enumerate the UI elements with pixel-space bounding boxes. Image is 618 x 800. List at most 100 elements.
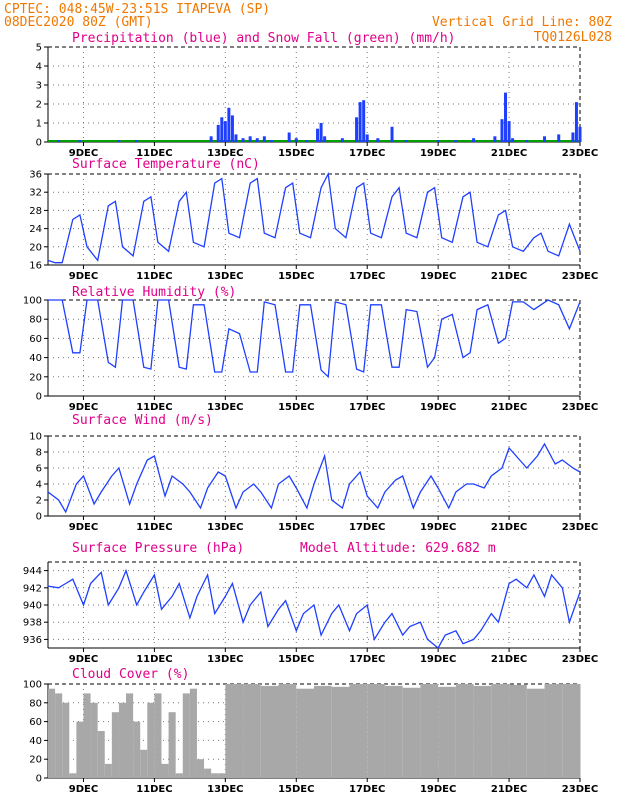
cloud-bar <box>168 712 176 778</box>
xtick-label: 23DEC <box>562 522 598 533</box>
cloud-bar <box>111 712 119 778</box>
xtick-label: 19DEC <box>420 148 456 159</box>
precip-bar <box>390 126 394 142</box>
xtick-label: 21DEC <box>491 148 527 159</box>
cloud-bar <box>55 693 63 778</box>
ytick-label: 60 <box>29 334 42 345</box>
cloud-bar <box>140 749 148 778</box>
xtick-label: 13DEC <box>207 271 243 282</box>
precip-bar <box>248 136 252 142</box>
xtick-label: 17DEC <box>349 522 385 533</box>
precip-bar <box>362 100 366 142</box>
panel-annotation: Model Altitude: 629.682 m <box>300 541 496 556</box>
cloud-bar <box>62 702 70 778</box>
xtick-label: 19DEC <box>420 784 456 795</box>
xtick-label: 21DEC <box>491 654 527 665</box>
xtick-label: 23DEC <box>562 784 598 795</box>
xtick-label: 13DEC <box>207 522 243 533</box>
precip-bar <box>241 138 245 142</box>
cloud-bar <box>147 702 155 778</box>
xtick-label: 11DEC <box>136 402 172 413</box>
precip-bar <box>493 136 497 142</box>
precip-bar <box>294 138 298 142</box>
ytick-label: 60 <box>29 717 42 728</box>
xtick-label: 19DEC <box>420 654 456 665</box>
xtick-label: 13DEC <box>207 402 243 413</box>
ytick-label: 24 <box>29 224 42 235</box>
cloud-bar <box>296 688 314 778</box>
cloud-bar <box>175 773 183 778</box>
xtick-label: 9DEC <box>69 654 98 665</box>
panel-title: Relative Humidity (%) <box>72 285 236 300</box>
ytick-label: 16 <box>29 261 42 272</box>
ytick-label: 2 <box>36 496 42 507</box>
precip-bar <box>571 132 575 142</box>
panel-2: 0 20 40 60 80 100 9DEC 11DEC 13DEC 15DEC 17DEC 19DE… <box>23 285 598 413</box>
ytick-label: 2 <box>36 100 42 111</box>
cloud-bar <box>491 684 510 778</box>
series-line <box>47 568 581 649</box>
cloud-bar <box>384 685 403 778</box>
cloud-bar <box>278 684 297 778</box>
series-line <box>48 299 581 379</box>
ytick-label: 4 <box>36 62 42 73</box>
xtick-label: 17DEC <box>349 784 385 795</box>
xtick-label: 13DEC <box>207 148 243 159</box>
precip-bar <box>511 138 515 142</box>
precip-bar <box>574 102 578 142</box>
panel-title: Surface Pressure (hPa) <box>72 541 244 556</box>
precip-bar <box>287 132 291 142</box>
xtick-label: 21DEC <box>491 784 527 795</box>
cloud-bar <box>243 684 261 778</box>
cloud-bar <box>76 721 84 778</box>
precip-bar <box>365 134 369 142</box>
ytick-label: 100 <box>23 296 42 307</box>
panel-5: 0 20 40 60 80 100 9DEC 11DEC 13DEC 15DEC 17DEC 19DE… <box>23 667 598 795</box>
ytick-label: 40 <box>29 736 42 747</box>
xtick-label: 21DEC <box>491 271 527 282</box>
cloud-bar <box>580 684 581 778</box>
cloud-bar <box>260 685 279 778</box>
panel-title: Cloud Cover (%) <box>72 667 189 682</box>
cloud-bar <box>118 702 127 778</box>
precip-bar <box>57 140 61 142</box>
xtick-label: 17DEC <box>349 148 385 159</box>
precip-bar <box>319 123 323 142</box>
ytick-label: 4 <box>36 480 42 491</box>
ytick-label: 40 <box>29 353 42 364</box>
xtick-label: 21DEC <box>491 402 527 413</box>
header-grid-line: Vertical Grid Line: 80Z <box>432 15 612 30</box>
cloud-bar <box>314 685 332 778</box>
ytick-label: 3 <box>36 81 42 92</box>
precip-bar <box>500 119 504 142</box>
cloud-bar <box>473 685 492 778</box>
xtick-label: 15DEC <box>278 271 314 282</box>
cloud-bar <box>133 721 141 778</box>
ytick-label: 36 <box>29 170 42 181</box>
cloud-bar <box>83 693 91 778</box>
cloud-bar <box>211 773 219 778</box>
precip-bar <box>227 107 231 142</box>
xtick-label: 9DEC <box>69 402 98 413</box>
precip-bar <box>262 136 266 142</box>
precip-bar <box>472 138 476 142</box>
xtick-label: 21DEC <box>491 522 527 533</box>
xtick-label: 9DEC <box>69 271 98 282</box>
ytick-label: 32 <box>29 188 42 199</box>
ytick-label: 1 <box>36 119 42 130</box>
cloud-bar <box>90 702 98 778</box>
panel-title: Surface Temperature (nC) <box>72 157 260 172</box>
ytick-label: 28 <box>29 206 42 217</box>
header-location: CPTEC: 048:45W-23:51S ITAPEVA (SP) <box>4 2 270 17</box>
precip-bar <box>557 134 561 142</box>
cloud-bar <box>509 684 527 778</box>
cloud-bar <box>544 684 563 778</box>
precip-bar <box>355 117 359 142</box>
ytick-label: 20 <box>29 755 42 766</box>
xtick-label: 15DEC <box>278 148 314 159</box>
cloud-bar <box>349 684 368 778</box>
xtick-label: 13DEC <box>207 784 243 795</box>
cloud-bar <box>420 684 439 778</box>
xtick-label: 9DEC <box>69 148 98 159</box>
precip-bar <box>436 140 440 142</box>
